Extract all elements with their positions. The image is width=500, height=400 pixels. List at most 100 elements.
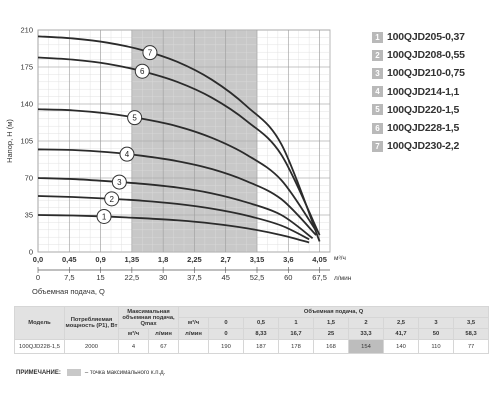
row-qmax: 4 xyxy=(118,339,149,354)
q-value: 2,5 xyxy=(383,317,419,329)
legend-item: 4 100QJD214-1,1 xyxy=(372,83,500,101)
legend-item: 1 100QJD205-0,37 xyxy=(372,28,500,46)
series-marker-1 xyxy=(96,208,112,224)
header-unit: л/мин xyxy=(178,328,209,340)
legend-item: 6 100QJD228-1,5 xyxy=(372,119,500,137)
row-head: 178 xyxy=(278,339,314,354)
x-top-tick-label: 1,35 xyxy=(125,255,140,264)
y-tick-label: 140 xyxy=(20,100,33,109)
y-tick-label: 0 xyxy=(29,248,33,257)
series-marker-label: 3 xyxy=(117,178,122,187)
legend-marker: 4 xyxy=(372,86,383,98)
series-marker-4 xyxy=(119,146,135,162)
note-text: – точка максимального к.п.д. xyxy=(84,369,166,376)
q-value: 3,5 xyxy=(452,317,490,329)
legend-item: 7 100QJD230-2,2 xyxy=(372,137,500,155)
x-bottom-unit: л/мин xyxy=(334,275,352,282)
series-marker-label: 6 xyxy=(140,67,145,76)
y-axis-label: Напор, H (м) xyxy=(5,119,14,163)
y-tick-label: 175 xyxy=(20,63,33,72)
pump-curve-chart: 035701051401752100,000,457,50,9151,3522,… xyxy=(5,26,352,297)
x-top-tick-label: 0,9 xyxy=(95,255,105,264)
row-head: 110 xyxy=(418,339,454,354)
header-model: Модель xyxy=(14,306,65,340)
row-blank xyxy=(178,339,209,354)
legend-label: 100QJD205-0,37 xyxy=(387,31,465,44)
x-top-tick-label: 1,8 xyxy=(158,255,168,264)
q-value: 0,5 xyxy=(243,317,279,329)
row-head: 190 xyxy=(208,339,244,354)
legend-label: 100QJD228-1,5 xyxy=(387,122,460,135)
x-bottom-tick-label: 7,5 xyxy=(64,273,74,282)
row-head: 187 xyxy=(243,339,279,354)
footnote: ПРИМЕЧАНИЕ: – точка максимального к.п.д. xyxy=(16,369,165,376)
series-marker-5 xyxy=(127,110,143,126)
x-bottom-tick-label: 52,5 xyxy=(250,273,265,282)
row-head: 77 xyxy=(452,339,490,354)
x-bottom-tick-label: 15 xyxy=(96,273,104,282)
note-title: ПРИМЕЧАНИЕ: xyxy=(16,369,61,376)
x-top-tick-label: 3,6 xyxy=(283,255,293,264)
series-marker-label: 7 xyxy=(148,49,153,58)
row-head-best: 154 xyxy=(348,339,384,354)
series-marker-label: 1 xyxy=(102,212,107,221)
q-value: 0 xyxy=(208,328,244,340)
legend-label: 100QJD220-1,5 xyxy=(387,103,460,116)
x-top-tick-label: 0,0 xyxy=(33,255,43,264)
series-line-5 xyxy=(37,108,317,232)
q-value: 1,5 xyxy=(313,317,349,329)
legend-marker: 7 xyxy=(372,140,383,152)
x-top-tick-label: 2,25 xyxy=(187,255,202,264)
x-axis-label: Объемная подача, Q xyxy=(32,287,105,296)
q-value: 25 xyxy=(313,328,349,340)
series-marker-3 xyxy=(111,174,127,190)
header-max-flow: Максимальная объемная подача, Qmax xyxy=(118,306,179,329)
chart-legend: 1 100QJD205-0,37 2 100QJD208-0,55 3 100QJD2… xyxy=(372,28,500,155)
header-unit: м³/ч xyxy=(118,328,149,340)
x-top-unit: м³/ч xyxy=(334,255,346,262)
series-marker-label: 4 xyxy=(125,150,130,159)
y-tick-label: 210 xyxy=(20,26,33,35)
x-bottom-tick-label: 22,5 xyxy=(125,273,140,282)
series-line-4 xyxy=(37,148,317,236)
row-head: 168 xyxy=(313,339,349,354)
q-value: 1 xyxy=(278,317,314,329)
x-bottom-tick-label: 67,5 xyxy=(312,273,327,282)
row-model: 100QJD228-1,5 xyxy=(14,339,65,354)
x-top-tick-label: 0,45 xyxy=(62,255,77,264)
legend-item: 3 100QJD210-0,75 xyxy=(372,64,500,82)
q-value: 0 xyxy=(208,317,244,329)
series-line-1 xyxy=(37,214,310,244)
q-value: 2 xyxy=(348,317,384,329)
header-flow: Объемная подача, Q xyxy=(177,306,490,318)
x-top-tick-label: 4,05 xyxy=(312,255,327,264)
legend-marker: 1 xyxy=(372,31,383,43)
q-value: 3 xyxy=(418,317,454,329)
y-tick-label: 35 xyxy=(25,211,33,220)
q-value: 58,3 xyxy=(452,328,490,340)
q-value: 33,3 xyxy=(348,328,384,340)
x-bottom-tick-label: 0 xyxy=(36,273,40,282)
row-power: 2000 xyxy=(64,339,119,354)
series-line-2 xyxy=(37,195,310,241)
legend-label: 100QJD210-0,75 xyxy=(387,67,465,80)
legend-marker: 2 xyxy=(372,49,383,61)
series-marker-6 xyxy=(134,63,150,79)
header-power: Потребляемая мощность (P1), Вт xyxy=(64,306,119,340)
series-marker-7 xyxy=(142,45,158,61)
legend-label: 100QJD230-2,2 xyxy=(387,140,460,153)
y-tick-label: 105 xyxy=(20,137,33,146)
x-top-tick-label: 2,7 xyxy=(220,255,230,264)
x-bottom-tick-label: 37,5 xyxy=(187,273,202,282)
note-swatch xyxy=(66,369,81,376)
series-marker-label: 5 xyxy=(132,114,137,123)
series-line-7 xyxy=(37,35,321,242)
q-value: 16,7 xyxy=(278,328,314,340)
header-unit: л/мин xyxy=(148,328,179,340)
q-value: 8,33 xyxy=(243,328,279,340)
y-tick-label: 70 xyxy=(25,174,33,183)
performance-table: Модель Потребляемая мощность (P1), Вт Ма… xyxy=(14,306,490,354)
legend-marker: 5 xyxy=(372,104,383,116)
header-unit: м³/ч xyxy=(178,317,209,329)
x-bottom-tick-label: 45 xyxy=(222,273,230,282)
